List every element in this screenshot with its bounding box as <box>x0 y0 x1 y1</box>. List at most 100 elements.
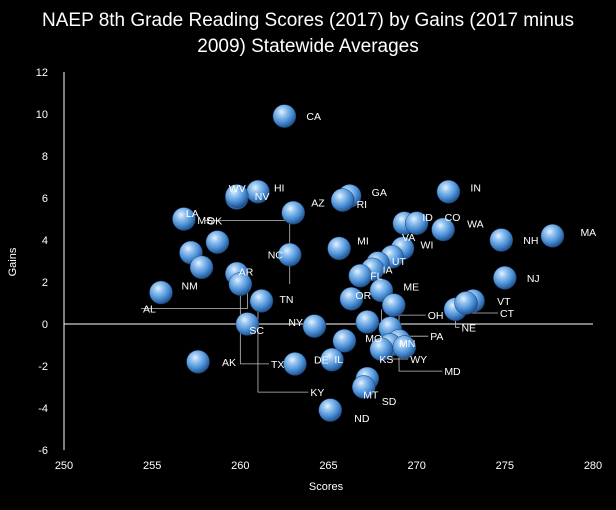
data-point-tx <box>283 352 307 376</box>
data-point-ca <box>272 104 297 128</box>
point-label-nh: NH <box>523 235 538 247</box>
point-label-vt: VT <box>497 296 511 308</box>
point-label-sc: SC <box>249 325 264 337</box>
point-label-tn: TN <box>279 294 293 306</box>
point-label-wi: WI <box>421 239 434 251</box>
data-point-oh <box>381 293 406 317</box>
data-point-ks <box>369 337 394 361</box>
y-tick-label: 0 <box>42 319 48 331</box>
point-label-ut: UT <box>392 256 407 268</box>
point-label-mn: MN <box>399 338 415 350</box>
point-label-nm: NM <box>182 280 198 292</box>
point-label-sd: SD <box>382 396 397 408</box>
leader-line <box>239 282 269 365</box>
point-label-oh: OH <box>428 310 444 322</box>
data-point-ri <box>330 188 355 212</box>
data-point-ak <box>186 350 210 374</box>
point-label-fl: FL <box>370 271 382 283</box>
data-point-de <box>320 347 344 372</box>
data-point-wv <box>225 184 249 208</box>
x-tick-label: 275 <box>496 460 514 472</box>
point-label-ri: RI <box>357 199 368 211</box>
y-tick-label: -6 <box>38 445 48 457</box>
data-points <box>149 104 565 422</box>
data-point-nc <box>277 242 302 267</box>
point-label-de: DE <box>314 355 329 367</box>
y-tick-label: 8 <box>42 151 48 163</box>
chart-title-line2: 2009) Statewide Averages <box>197 36 418 57</box>
data-point-la <box>172 207 196 231</box>
point-label-ar: AR <box>239 267 254 279</box>
x-tick-label: 260 <box>231 460 249 472</box>
point-label-wy: WY <box>410 354 427 366</box>
point-label-ak: AK <box>222 357 236 369</box>
point-label-az: AZ <box>311 198 325 210</box>
x-tick-label: 280 <box>584 460 602 472</box>
y-tick-label: -4 <box>38 403 48 415</box>
point-label-ky: KY <box>310 387 324 399</box>
point-label-wv: WV <box>229 183 246 195</box>
data-point-mo <box>355 310 380 334</box>
x-tick-label: 270 <box>407 460 425 472</box>
point-label-mo: MO <box>365 333 382 345</box>
data-point-tn <box>249 289 274 313</box>
point-label-ks: KS <box>379 354 393 366</box>
point-label-mt: MT <box>363 390 379 402</box>
point-label-wa: WA <box>467 219 484 231</box>
data-point-mi <box>327 236 351 261</box>
point-label-mi: MI <box>357 235 369 247</box>
data-point-nh <box>489 228 514 252</box>
point-label-tx: TX <box>271 359 284 371</box>
data-point-sc <box>235 312 260 336</box>
point-label-ny: NY <box>288 317 303 329</box>
data-point-nm <box>189 255 214 280</box>
point-label-pa: PA <box>430 331 443 343</box>
point-label-ok: OK <box>207 216 222 228</box>
point-label-la: LA <box>186 208 199 220</box>
point-label-nc: NC <box>268 250 284 262</box>
point-label-id: ID <box>422 212 433 224</box>
y-tick-label: 4 <box>42 235 48 247</box>
point-label-ga: GA <box>372 187 387 199</box>
y-axis-label: Gains <box>7 247 19 276</box>
y-tick-label: -2 <box>38 361 48 373</box>
point-label-in: IN <box>470 183 481 195</box>
data-point-il <box>332 329 357 353</box>
point-label-ia: IA <box>383 264 393 276</box>
point-label-me: ME <box>403 281 419 293</box>
point-label-ma: MA <box>580 227 596 239</box>
point-label-nv: NV <box>255 191 270 203</box>
data-point-ny <box>302 314 327 338</box>
data-point-al <box>149 280 173 305</box>
point-label-md: MD <box>444 366 461 378</box>
y-tick-label: 10 <box>36 109 48 121</box>
point-label-hi: HI <box>274 183 285 195</box>
point-label-nj: NJ <box>527 273 540 285</box>
data-point-sd <box>352 375 376 399</box>
x-axis-label: Scores <box>309 481 344 493</box>
x-tick-label: 265 <box>319 460 337 472</box>
data-point-az <box>281 200 305 225</box>
data-point-nd <box>318 398 343 422</box>
leader-line <box>140 286 248 309</box>
point-label-nd: ND <box>354 413 370 425</box>
point-label-co: CO <box>445 212 461 224</box>
point-label-ct: CT <box>500 308 515 320</box>
y-tick-label: 6 <box>42 193 48 205</box>
data-point-fl <box>348 263 372 288</box>
point-label-ms: MS <box>197 215 213 227</box>
data-point-or <box>339 287 364 311</box>
point-label-ne: NE <box>461 322 476 334</box>
point-label-al: AL <box>143 304 156 316</box>
point-label-va: VA <box>402 232 415 244</box>
data-point-nj <box>493 266 517 290</box>
data-point-ky <box>228 272 253 296</box>
point-label-or: OR <box>355 290 371 302</box>
chart-title-line1: NAEP 8th Grade Reading Scores (2017) by … <box>42 10 574 31</box>
data-point-ms <box>205 230 230 254</box>
x-tick-label: 250 <box>55 460 73 472</box>
y-tick-label: 2 <box>42 277 48 289</box>
